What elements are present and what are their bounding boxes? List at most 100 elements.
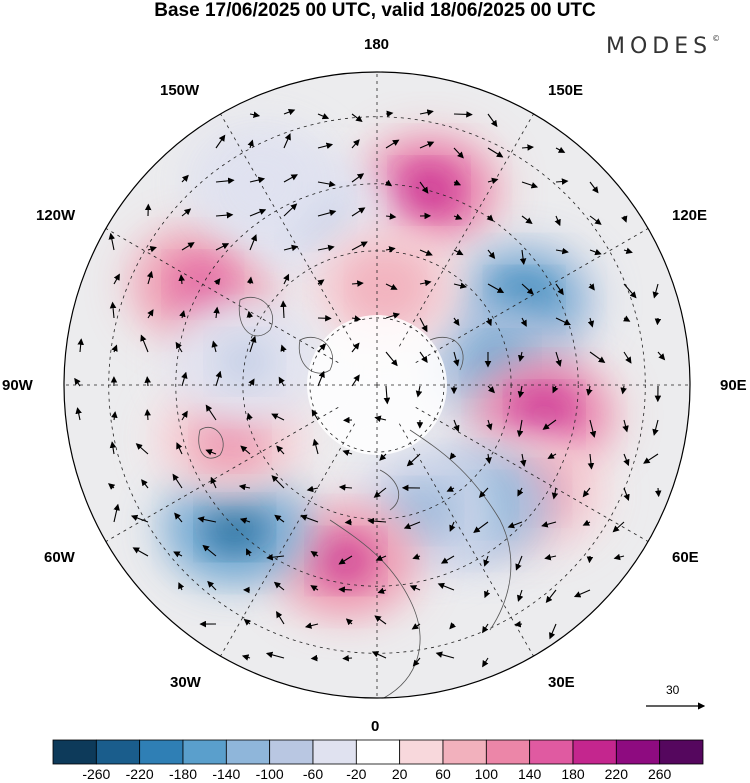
wind-arrow bbox=[367, 517, 387, 525]
wind-arrow bbox=[276, 445, 285, 455]
wind-arrow bbox=[435, 651, 455, 659]
wind-arrow bbox=[283, 174, 298, 183]
wind-arrow bbox=[622, 419, 629, 433]
colorbar-tick-label: 20 bbox=[391, 766, 408, 782]
wind-arrow bbox=[586, 555, 594, 564]
wind-arrow bbox=[453, 179, 462, 186]
colorbar bbox=[52, 739, 704, 765]
wind-arrow bbox=[371, 651, 387, 659]
wind-arrow bbox=[453, 419, 460, 433]
wind-arrow bbox=[213, 278, 221, 286]
wind-arrow bbox=[473, 521, 489, 533]
lon-label-30w: 30W bbox=[170, 674, 201, 691]
wind-arrow bbox=[374, 615, 387, 625]
wind-arrow bbox=[521, 215, 533, 224]
wind-arrow bbox=[623, 487, 630, 501]
wind-arrow bbox=[207, 580, 217, 591]
wind-arrow bbox=[516, 419, 524, 438]
wind-arrow bbox=[351, 280, 364, 287]
wind-arrow bbox=[311, 409, 319, 421]
wind-arrow bbox=[453, 249, 464, 256]
wind-arrow bbox=[453, 147, 464, 159]
wind-arrow bbox=[271, 413, 285, 421]
colorbar-swatch bbox=[442, 739, 487, 765]
wind-arrow bbox=[310, 551, 319, 558]
wind-arrow bbox=[587, 317, 595, 328]
wind-arrow bbox=[485, 317, 492, 327]
wind-arrow bbox=[419, 181, 429, 194]
wind-arrow bbox=[487, 113, 498, 128]
wind-arrow bbox=[271, 475, 285, 489]
wind-arrow bbox=[215, 134, 226, 149]
wind-arrow bbox=[241, 654, 251, 661]
wind-arrow bbox=[249, 111, 261, 118]
map-title: Base 17/06/2025 00 UTC, valid 18/06/2025… bbox=[154, 0, 596, 21]
wind-arrow bbox=[482, 623, 489, 634]
wind-arrow bbox=[109, 441, 117, 455]
wind-arrow bbox=[507, 521, 523, 529]
wind-arrow bbox=[205, 404, 217, 421]
wind-arrow bbox=[547, 452, 557, 459]
wind-arrow bbox=[385, 139, 400, 149]
wind-arrow bbox=[487, 147, 504, 158]
wind-arrow bbox=[240, 445, 251, 455]
wind-arrow bbox=[555, 247, 569, 255]
colorbar-tick-label: -140 bbox=[212, 766, 241, 782]
wind-arrow bbox=[249, 234, 257, 251]
wind-arrow bbox=[351, 241, 368, 251]
wind-arrow bbox=[487, 283, 505, 294]
wind-arrow bbox=[283, 244, 299, 252]
wind-arrow bbox=[181, 174, 189, 183]
wind-arrow bbox=[178, 274, 185, 285]
wind-arrow bbox=[586, 385, 593, 396]
wind-arrow bbox=[74, 377, 81, 387]
wind-arrow bbox=[385, 246, 396, 253]
wind-arrow bbox=[654, 487, 662, 498]
wind-arrow bbox=[243, 618, 251, 626]
lon-label-150w: 150W bbox=[160, 82, 200, 99]
wind-arrow bbox=[351, 342, 360, 353]
wind-arrow bbox=[317, 343, 327, 353]
wind-arrow bbox=[351, 315, 362, 322]
wind-arrow bbox=[280, 344, 287, 353]
latitude-circle bbox=[175, 183, 579, 587]
wind-arrow bbox=[351, 207, 366, 217]
wind-arrow bbox=[623, 283, 637, 299]
wind-arrow bbox=[317, 370, 325, 387]
colorbar-tick-label: 180 bbox=[561, 766, 585, 782]
wind-arrow bbox=[351, 139, 360, 149]
wind-arrow bbox=[197, 516, 217, 523]
wind-arrow bbox=[478, 487, 489, 498]
wind-arrow bbox=[246, 548, 252, 557]
coastline bbox=[409, 429, 512, 631]
wind-arrow bbox=[317, 209, 337, 217]
wind-arrow bbox=[310, 654, 319, 662]
wind-arrow bbox=[374, 415, 387, 422]
wind-arrow bbox=[453, 351, 460, 367]
wind-arrow bbox=[485, 453, 492, 465]
wind-arrow bbox=[549, 623, 557, 640]
wind-arrow bbox=[75, 407, 82, 421]
wind-arrow bbox=[419, 279, 432, 287]
colorbar-tick-label: -260 bbox=[82, 766, 111, 782]
colorbar-swatch bbox=[659, 739, 704, 765]
brand-mark: © bbox=[712, 34, 721, 43]
colorbar-tick-label: 60 bbox=[435, 766, 451, 782]
wind-arrow bbox=[453, 317, 460, 326]
wind-arrow bbox=[146, 270, 154, 285]
wind-arrow bbox=[181, 410, 188, 421]
brand-name: MODES bbox=[606, 34, 713, 59]
wind-arrow bbox=[652, 419, 659, 436]
wind-arrow bbox=[317, 244, 335, 252]
wind-arrow bbox=[172, 473, 183, 489]
wind-arrow bbox=[419, 249, 433, 256]
wind-arrow bbox=[342, 449, 353, 457]
wind-arrow bbox=[283, 273, 290, 285]
wind-arrow bbox=[589, 181, 599, 194]
wind-arrow bbox=[486, 419, 493, 431]
wind-arrow bbox=[317, 142, 334, 150]
wind-arrow bbox=[113, 503, 120, 523]
wind-arrow bbox=[111, 344, 118, 353]
brand-logo: MODES© bbox=[606, 34, 720, 59]
wind-arrow bbox=[449, 521, 456, 532]
